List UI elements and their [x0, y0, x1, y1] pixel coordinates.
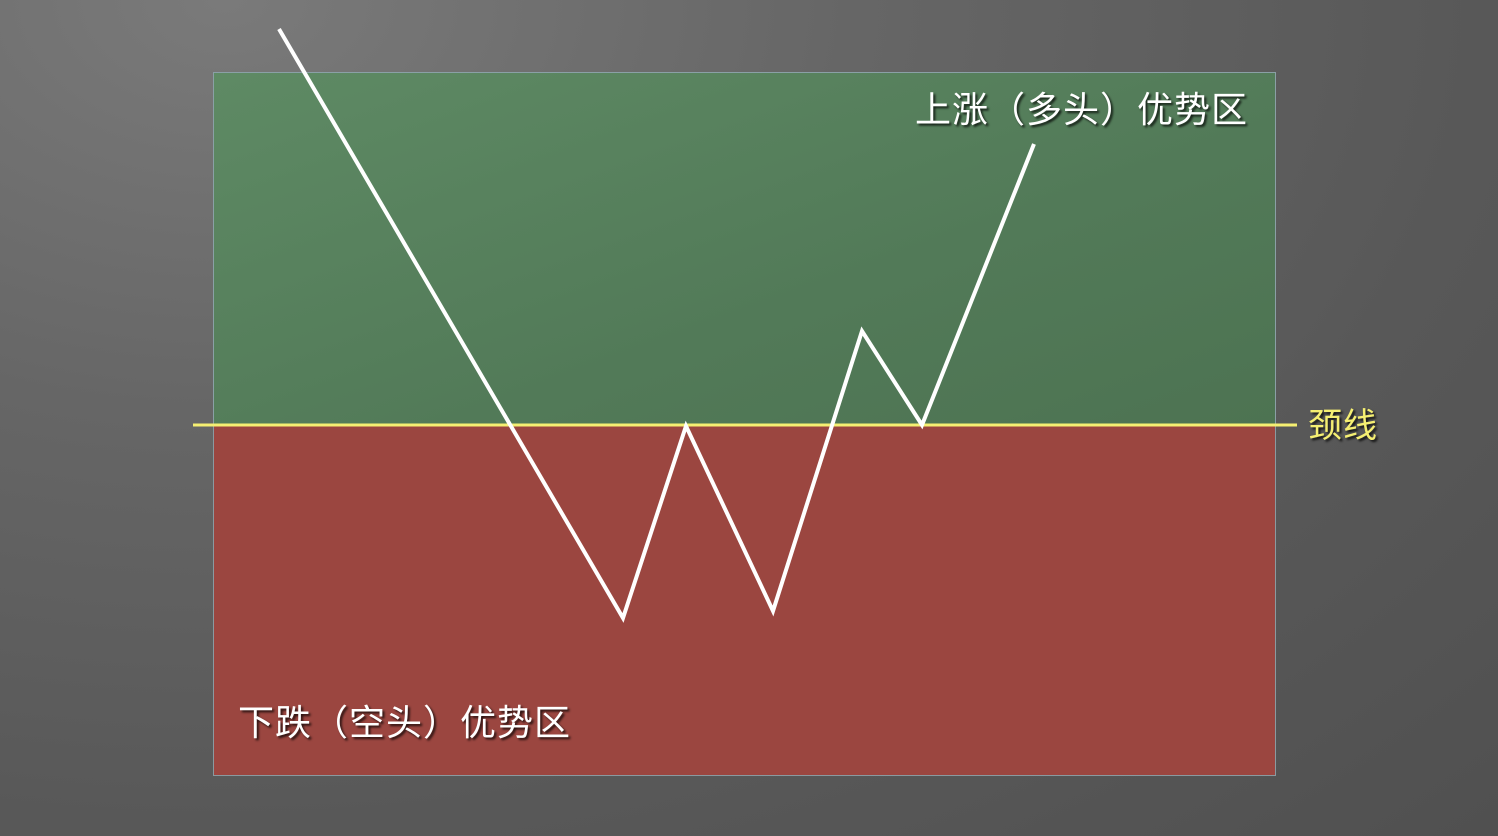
bull-zone — [213, 72, 1276, 425]
bear-zone — [213, 425, 1276, 776]
bull-zone-label: 上涨（多头）优势区 — [915, 90, 1249, 131]
price-path — [277, 27, 1036, 623]
neckline-label: 颈线 — [1308, 406, 1378, 446]
bear-zone-label: 下跌（空头）优势区 — [238, 703, 572, 744]
